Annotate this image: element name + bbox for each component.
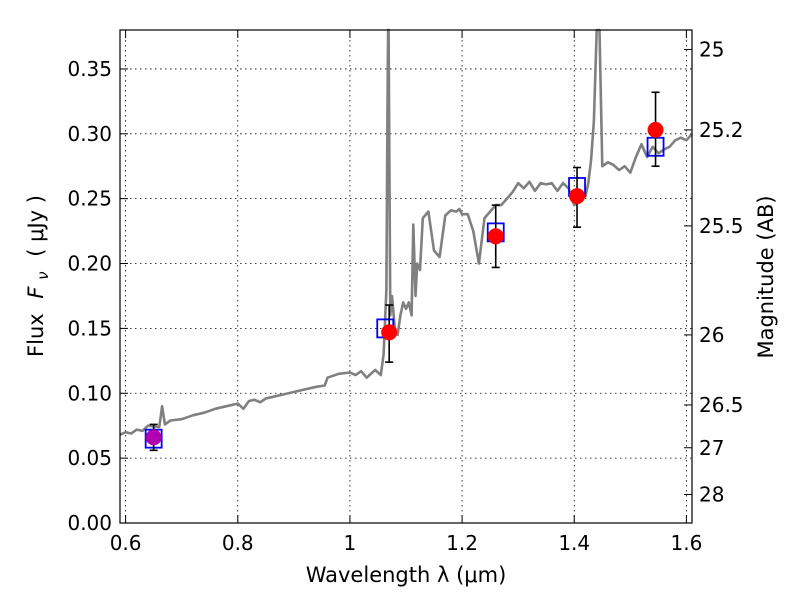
spectrum-layer [119, 28, 693, 436]
grid-layer [120, 30, 692, 524]
y-axis-label: Flux F ν ( μJy ) [24, 195, 53, 357]
y2-tick-label: 25 [699, 37, 724, 61]
y-tick-label: 0.35 [67, 57, 112, 81]
y-tick-label: 0.00 [67, 511, 112, 535]
tick-layer: 0.6 0.8 1 1.2 1.4 1.6 0.00 0.05 0.10 0.15 0.20 0.25… [67, 30, 744, 555]
x-tick-label: 1 [344, 531, 357, 555]
x-tick-label: 1.6 [670, 531, 702, 555]
x-tick-label: 0.6 [110, 531, 142, 555]
y2-tick-label: 26 [699, 323, 724, 347]
x-tick-label: 0.8 [222, 531, 254, 555]
y-tick-label: 0.05 [67, 446, 112, 470]
observed-point [381, 324, 398, 341]
x-tick-label: 1.2 [446, 531, 478, 555]
bandpass-layer [144, 136, 665, 449]
y-tick-label: 0.10 [67, 381, 112, 405]
plot-frame [119, 29, 693, 524]
observed-point [145, 429, 162, 446]
y-axis-label-text: Flux F ν ( μJy ) [24, 195, 53, 357]
y-axis-label-subscript: ν [34, 271, 52, 279]
y-tick-label: 0.20 [67, 252, 112, 276]
y-tick-label: 0.15 [67, 316, 112, 340]
y2-tick-label: 25.2 [699, 118, 744, 142]
model-spectrum-line [119, 28, 693, 436]
y2-axis-label: Magnitude (AB) [754, 195, 778, 358]
y2-tick-label: 27 [699, 436, 724, 460]
y-tick-label: 0.25 [67, 187, 112, 211]
observed-point [487, 228, 504, 245]
observed-points-layer [145, 121, 664, 446]
y-axis-label-prefix: Flux [24, 313, 48, 357]
y2-tick-label: 28 [699, 482, 724, 506]
y-axis-label-units: ( μJy ) [24, 195, 48, 257]
y-axis-label-symbol: F [24, 286, 48, 299]
observed-point [647, 121, 664, 138]
y2-tick-label: 25.5 [699, 214, 744, 238]
errorbar-layer [149, 91, 660, 452]
y2-tick-label: 26.5 [699, 393, 744, 417]
observed-point [569, 188, 586, 205]
y-tick-label: 0.30 [67, 122, 112, 146]
x-tick-label: 1.4 [558, 531, 590, 555]
x-axis-label: Wavelength λ (μm) [306, 563, 507, 587]
